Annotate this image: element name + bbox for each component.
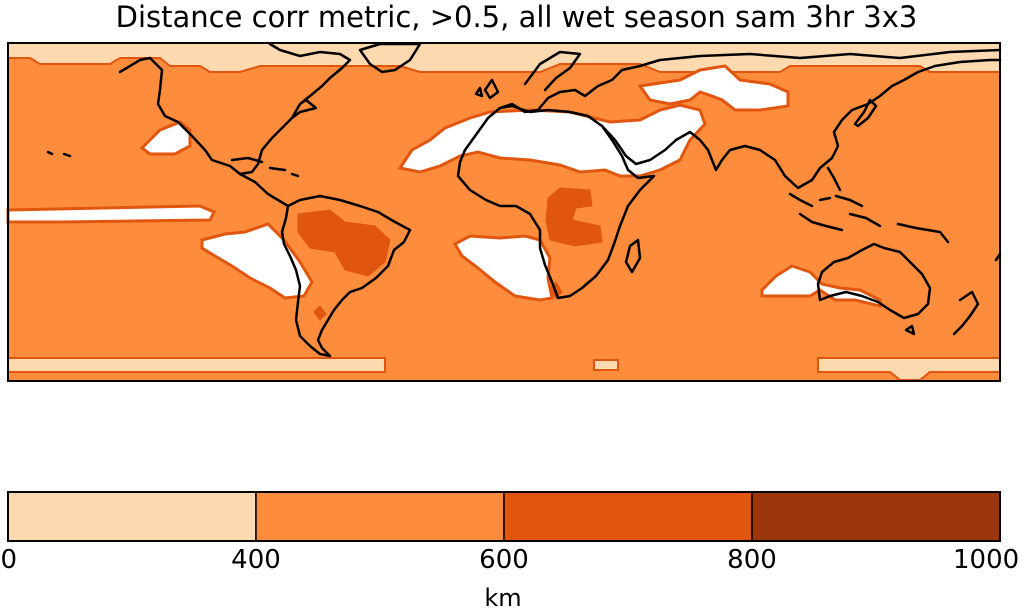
antarctic-light-band-west	[7, 357, 386, 373]
australia-coast	[816, 242, 932, 320]
se-asia-islands	[788, 166, 950, 244]
europe-coast	[463, 48, 1002, 152]
africa-coast	[456, 104, 656, 300]
map-frame	[7, 42, 1001, 382]
colorbar-unit-label: km	[484, 584, 522, 612]
colorbar-tick-label: 0	[0, 545, 18, 575]
antarctic-light-spot	[593, 359, 619, 371]
north-america-coast	[118, 42, 352, 176]
caribbean	[230, 156, 300, 178]
central-asia-missing	[637, 64, 790, 112]
se-atlantic-missing	[452, 234, 554, 302]
madagascar	[624, 238, 642, 274]
british-isles	[474, 78, 500, 100]
map-panel	[6, 42, 1002, 382]
tasmania-nz	[904, 290, 980, 336]
mexico-missing	[139, 120, 192, 156]
colorbar-bin-600-800	[503, 491, 753, 542]
colorbar-frame	[7, 491, 1001, 542]
colorbar-tick-label: 400	[231, 545, 281, 575]
colorbar-bin-400-600	[255, 491, 505, 542]
colorbar-bin-0-400	[7, 491, 257, 542]
amazon-high-patch	[297, 209, 391, 277]
colorbar-tick-label: 1000	[953, 545, 1020, 575]
map-title: Distance corr metric, >0.5, all wet seas…	[115, 0, 918, 34]
colorbar	[7, 491, 1001, 542]
central-america	[238, 172, 290, 208]
patagonia-high-spot	[313, 305, 327, 321]
colorbar-tick-label: 600	[479, 545, 529, 575]
coastlines	[46, 42, 1002, 358]
asia-coast	[698, 58, 1002, 190]
east-pacific-missing	[6, 204, 217, 224]
colorbar-bin-800-1000	[751, 491, 1001, 542]
south-america-coast	[280, 194, 412, 358]
japan	[853, 98, 878, 128]
colorbar-tick-label: 800	[727, 545, 777, 575]
arabia-coast	[600, 124, 702, 166]
congo-high-patch	[545, 187, 603, 247]
scandinavia	[523, 50, 582, 92]
